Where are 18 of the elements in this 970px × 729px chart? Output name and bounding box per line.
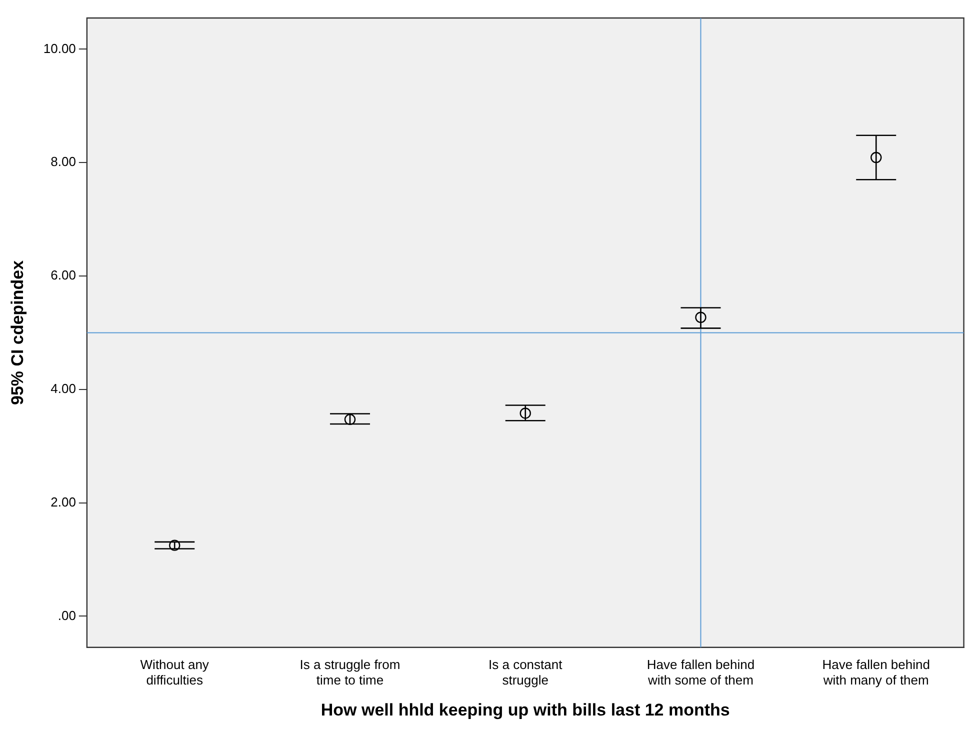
y-tick-label: 4.00 (50, 380, 76, 396)
y-tick-label: 2.00 (50, 494, 76, 510)
y-axis-title: 95% CI cdepindex (8, 260, 27, 405)
y-tick-label: 6.00 (50, 268, 76, 283)
point (520, 408, 531, 419)
point (870, 152, 882, 164)
x-tick-label: Have fallen behind with many of them (822, 656, 930, 688)
y-tick-label: 8.00 (50, 154, 76, 170)
x-tick-label: Is a struggle from time to time (300, 656, 400, 688)
point (344, 414, 356, 426)
point (695, 312, 706, 323)
x-axis-title: How well hhld keeping up with bills last 12 months (320, 700, 730, 720)
y-tick-label: 10.00 (43, 40, 76, 56)
x-tick-label: Without any difficulties (140, 656, 210, 688)
x-tick-label: Have fallen behind with some of them (646, 656, 755, 688)
y-tick-label: .00 (58, 608, 76, 623)
x-tick-label: Is a constant struggle (488, 656, 563, 688)
point (169, 540, 180, 551)
